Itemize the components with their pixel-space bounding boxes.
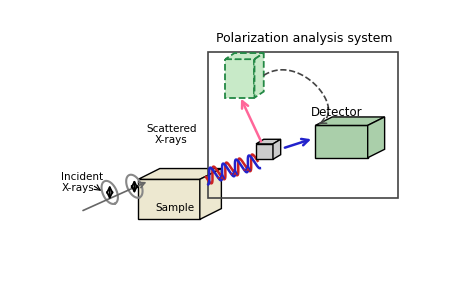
Polygon shape (138, 179, 200, 219)
Polygon shape (256, 139, 281, 144)
Polygon shape (256, 144, 273, 159)
Text: Sample: Sample (156, 203, 195, 213)
Polygon shape (315, 125, 368, 158)
Polygon shape (255, 53, 264, 98)
Polygon shape (315, 117, 385, 125)
Polygon shape (200, 168, 221, 219)
Polygon shape (368, 117, 385, 158)
Text: Incident
X-rays: Incident X-rays (61, 172, 104, 193)
Polygon shape (225, 59, 255, 98)
Polygon shape (273, 139, 281, 159)
Polygon shape (138, 168, 221, 179)
Bar (207, 52, 399, 198)
Text: Scattered
X-rays: Scattered X-rays (146, 124, 197, 145)
Text: Detector: Detector (310, 106, 362, 119)
Text: Polarization analysis system: Polarization analysis system (216, 32, 392, 45)
Polygon shape (225, 53, 264, 59)
